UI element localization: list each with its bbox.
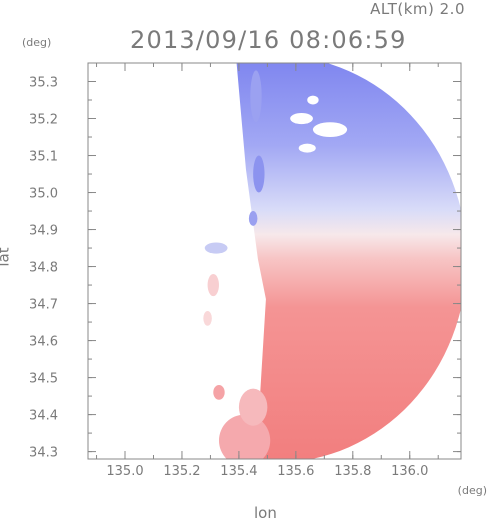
echo-patch xyxy=(204,242,228,254)
echo-gap xyxy=(298,143,316,153)
echo-gap xyxy=(290,112,313,125)
x-tick-label: 135.8 xyxy=(334,464,371,479)
y-tick-label: 34.8 xyxy=(29,261,58,276)
x-axis-label: lon xyxy=(254,504,277,522)
chart-subtitle: ALT(km) 2.0 xyxy=(370,0,465,18)
echo-gap xyxy=(307,95,319,105)
echo-patch xyxy=(253,155,265,193)
echo-patch xyxy=(203,310,212,326)
x-tick-label: 135.6 xyxy=(277,464,314,479)
x-tick-label: 135.0 xyxy=(106,464,143,479)
y-tick-label: 34.9 xyxy=(29,224,58,239)
y-tick-label: 35.2 xyxy=(29,113,58,128)
y-tick-label: 34.6 xyxy=(29,335,58,350)
echo-patch xyxy=(207,273,219,297)
plot-frame xyxy=(87,62,462,460)
x-tick-label: 135.2 xyxy=(163,464,200,479)
y-axis-unit: (deg) xyxy=(22,36,52,49)
radial-velocity-field xyxy=(203,63,461,459)
echo-patch xyxy=(238,388,268,426)
axes: 135.0 135.2 135.4 135.6 135.8 136.0 34.3 34.4 34… xyxy=(29,62,462,479)
x-tick-label: 135.4 xyxy=(220,464,257,479)
y-tick-label: 35.1 xyxy=(29,150,58,165)
echo-patch xyxy=(250,70,262,123)
echo-patch xyxy=(218,414,271,459)
echo-main-region xyxy=(236,63,461,459)
echo-gap xyxy=(312,122,348,138)
echo-patch xyxy=(248,211,258,226)
echo-patch xyxy=(213,384,225,400)
chart-title: 2013/09/16 08:06:59 xyxy=(130,26,407,54)
y-tick-label: 34.5 xyxy=(29,372,58,387)
x-axis-unit: (deg) xyxy=(457,484,487,497)
y-tick-label: 35.3 xyxy=(29,76,58,91)
y-tick-label: 35.0 xyxy=(29,187,58,202)
y-tick-label: 34.4 xyxy=(29,409,58,424)
y-tick-label: 34.3 xyxy=(29,446,58,461)
x-tick-label: 136.0 xyxy=(391,464,428,479)
y-tick-label: 34.7 xyxy=(29,298,58,313)
